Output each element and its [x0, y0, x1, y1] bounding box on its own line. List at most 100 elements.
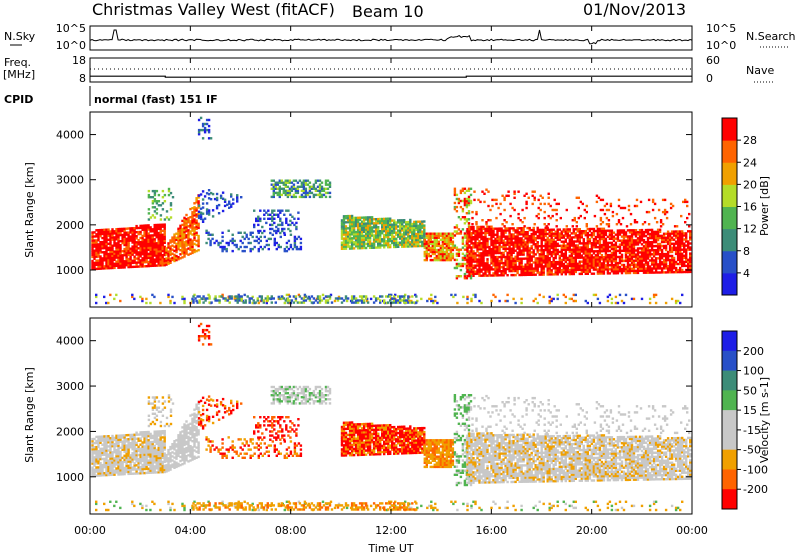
heatmap-cell: [640, 257, 644, 260]
heatmap-cell: [634, 249, 638, 252]
heatmap-cell: [270, 301, 273, 304]
heatmap-cell: [670, 232, 674, 235]
heatmap-cell: [125, 264, 128, 267]
heatmap-cell: [352, 231, 356, 234]
heatmap-cell: [431, 250, 434, 254]
heatmap-cell: [293, 243, 297, 247]
heatmap-cell: [472, 242, 475, 245]
heatmap-cell: [538, 245, 541, 248]
heatmap-cell: [685, 270, 688, 274]
heatmap-cell: [662, 261, 666, 264]
heatmap-cell: [107, 260, 110, 264]
heatmap-cell: [463, 262, 467, 266]
heatmap-cell: [177, 241, 180, 245]
heatmap-cell: [484, 241, 487, 245]
heatmap-cell: [417, 220, 420, 223]
heatmap-cell: [608, 249, 612, 253]
heatmap-cell: [530, 267, 533, 270]
heatmap-cell: [494, 251, 497, 255]
heatmap-cell: [415, 240, 418, 244]
heatmap-cell: [512, 297, 515, 301]
heatmap-cell: [630, 235, 634, 238]
heatmap-cell: [465, 199, 469, 203]
heatmap-cell: [354, 245, 358, 248]
heatmap-cell: [600, 258, 604, 261]
heatmap-cell: [157, 233, 160, 237]
heatmap-cell: [496, 274, 499, 277]
heatmap-cell: [588, 252, 592, 255]
heatmap-cell: [99, 243, 102, 246]
heatmap-cell: [472, 236, 475, 239]
heatmap-cell: [642, 241, 646, 244]
heatmap-cell: [646, 255, 650, 258]
heatmap-cell: [145, 228, 148, 231]
heatmap-cell: [544, 228, 547, 231]
heatmap-cell: [484, 272, 487, 275]
heatmap-cell: [522, 253, 525, 256]
heatmap-cell: [395, 221, 398, 224]
heatmap-cell: [548, 232, 551, 235]
heatmap-cell: [207, 233, 210, 236]
heatmap-cell: [346, 241, 350, 244]
heatmap-cell: [570, 244, 573, 247]
heatmap-cell: [510, 257, 513, 261]
heatmap-cell: [504, 243, 507, 246]
heatmap-cell: [560, 258, 563, 262]
heatmap-cell: [600, 268, 604, 271]
heatmap-cell: [145, 260, 148, 264]
heatmap-cell: [598, 258, 602, 261]
heatmap-cell: [223, 247, 226, 251]
heatmap-cell: [457, 232, 461, 235]
heatmap-cell: [558, 258, 561, 262]
heatmap-cell: [113, 252, 116, 255]
heatmap-cell: [453, 205, 457, 209]
heatmap-cell: [596, 254, 600, 257]
heatmap-cell: [173, 257, 176, 261]
heatmap-cell: [135, 265, 138, 268]
heatmap-cell: [179, 244, 182, 248]
heatmap-cell: [344, 239, 348, 242]
heatmap-cell: [653, 216, 657, 220]
heatmap-cell: [689, 234, 692, 237]
heatmap-cell: [500, 231, 503, 234]
heatmap-cell: [522, 239, 525, 242]
heatmap-cell: [680, 214, 683, 218]
heatmap-cell: [407, 235, 410, 238]
heatmap-cell: [445, 244, 449, 248]
heatmap-cell: [598, 260, 602, 263]
heatmap-cell: [433, 232, 436, 235]
heatmap-cell: [213, 241, 216, 245]
heatmap-cell: [191, 223, 194, 226]
heatmap-cell: [401, 223, 404, 226]
heatmap-cell: [622, 241, 626, 244]
heatmap-cell: [276, 193, 279, 197]
heatmap-cell: [183, 253, 186, 256]
heatmap-cell: [131, 241, 134, 244]
heatmap-cell: [605, 202, 609, 206]
heatmap-cell: [101, 259, 104, 262]
heatmap-cell: [348, 237, 352, 240]
heatmap-cell: [468, 225, 471, 229]
heatmap-cell: [93, 261, 96, 265]
heatmap-cell: [95, 235, 98, 238]
heatmap-cell: [449, 248, 453, 252]
heatmap-cell: [159, 225, 162, 228]
heatmap-cell: [304, 181, 308, 184]
heatmap-cell: [550, 230, 553, 233]
heatmap-cell: [495, 202, 498, 206]
heatmap-cell: [558, 254, 561, 258]
heatmap-cell: [564, 248, 567, 251]
heatmap-cell: [147, 234, 150, 237]
heatmap-cell: [145, 254, 148, 258]
heatmap-cell: [167, 260, 170, 263]
heatmap-cell: [348, 214, 352, 218]
heatmap-cell: [368, 224, 372, 227]
heatmap-cell: [453, 207, 457, 211]
heatmap-cell: [568, 268, 571, 272]
heatmap-cell: [278, 193, 281, 197]
heatmap-cell: [366, 234, 370, 237]
heatmap-cell: [437, 236, 441, 239]
heatmap-cell: [127, 231, 130, 234]
heatmap-cell: [474, 240, 477, 243]
heatmap-cell: [415, 242, 418, 246]
